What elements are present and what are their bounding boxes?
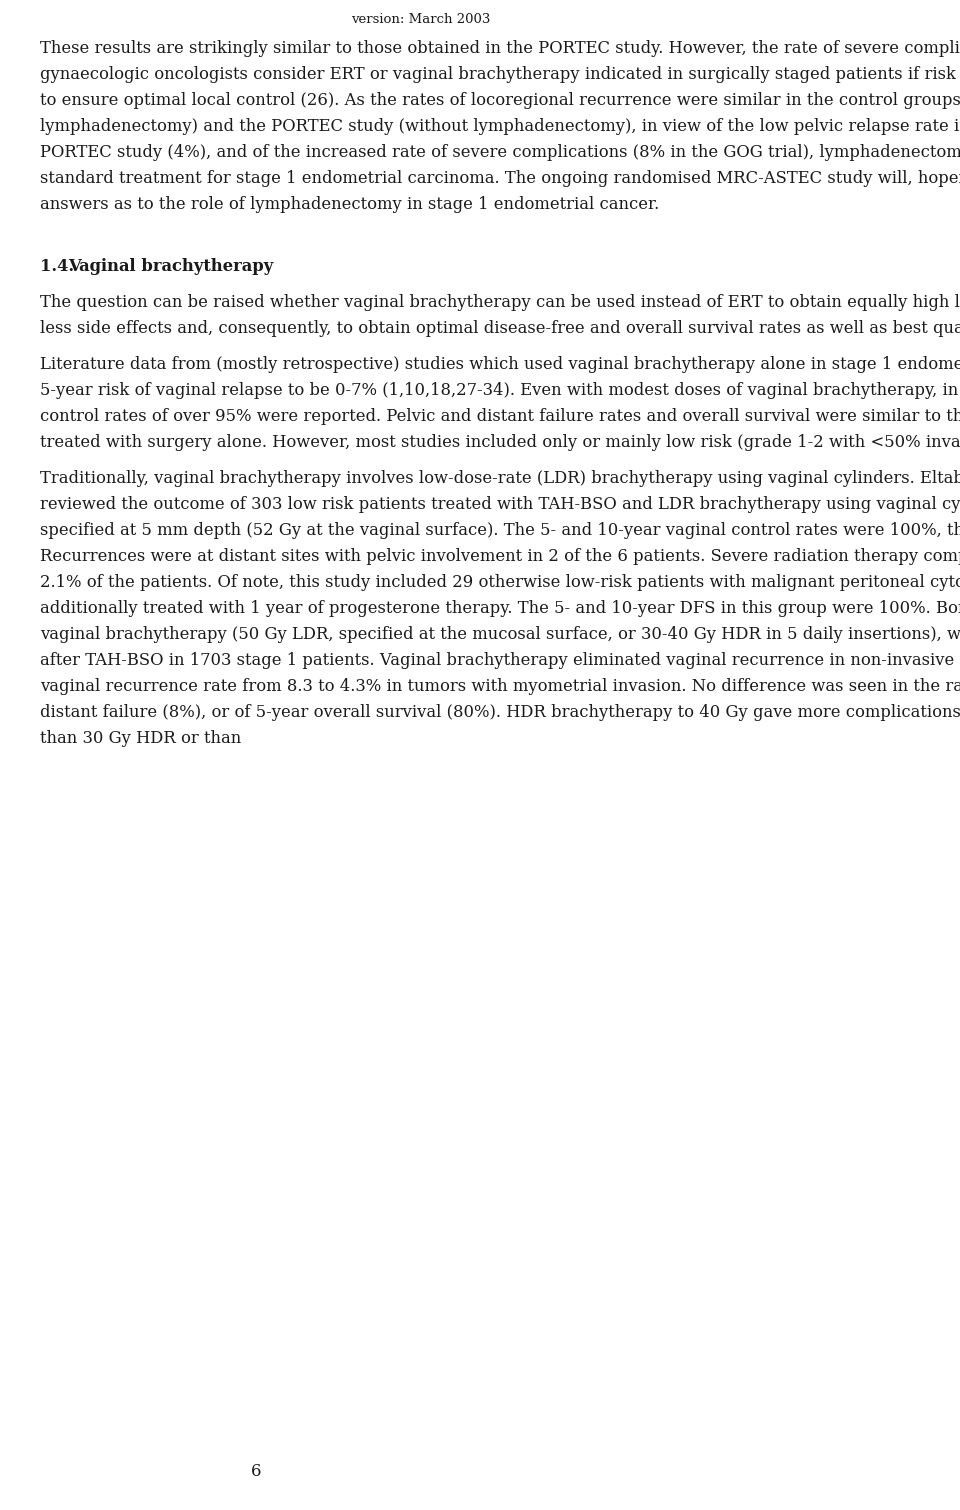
Text: vaginal recurrence rate from 8.3 to 4.3% in tumors with myometrial invasion. No : vaginal recurrence rate from 8.3 to 4.3%…	[40, 678, 960, 695]
Text: version: March 2003: version: March 2003	[351, 14, 491, 26]
Text: standard treatment for stage 1 endometrial carcinoma. The ongoing randomised MRC: standard treatment for stage 1 endometri…	[40, 171, 960, 187]
Text: after TAH-BSO in 1703 stage 1 patients. Vaginal brachytherapy eliminated vaginal: after TAH-BSO in 1703 stage 1 patients. …	[40, 652, 960, 669]
Text: These results are strikingly similar to those obtained in the PORTEC study. Howe: These results are strikingly similar to …	[40, 39, 960, 57]
Text: Literature data from (mostly retrospective) studies which used vaginal brachythe: Literature data from (mostly retrospecti…	[40, 356, 960, 373]
Text: specified at 5 mm depth (52 Gy at the vaginal surface). The 5- and 10-year vagin: specified at 5 mm depth (52 Gy at the va…	[40, 522, 960, 539]
Text: 6: 6	[251, 1463, 261, 1480]
Text: control rates of over 95% were reported. Pelvic and distant failure rates and ov: control rates of over 95% were reported.…	[40, 408, 960, 424]
Text: than 30 Gy HDR or than: than 30 Gy HDR or than	[40, 729, 241, 747]
Text: 2.1% of the patients. Of note, this study included 29 otherwise low-risk patient: 2.1% of the patients. Of note, this stud…	[40, 574, 960, 590]
Text: reviewed the outcome of 303 low risk patients treated with TAH-BSO and LDR brach: reviewed the outcome of 303 low risk pat…	[40, 495, 960, 513]
Text: distant failure (8%), or of 5-year overall survival (80%). HDR brachytherapy to : distant failure (8%), or of 5-year overa…	[40, 704, 960, 720]
Text: lymphadenectomy) and the PORTEC study (without lymphadenectomy), in view of the : lymphadenectomy) and the PORTEC study (w…	[40, 118, 960, 134]
Text: 1.4.: 1.4.	[40, 258, 74, 275]
Text: Recurrences were at distant sites with pelvic involvement in 2 of the 6 patients: Recurrences were at distant sites with p…	[40, 548, 960, 565]
Text: treated with surgery alone. However, most studies included only or mainly low ri: treated with surgery alone. However, mos…	[40, 433, 960, 451]
Text: additionally treated with 1 year of progesterone therapy. The 5- and 10-year DFS: additionally treated with 1 year of prog…	[40, 599, 960, 616]
Text: Vaginal brachytherapy: Vaginal brachytherapy	[68, 258, 273, 275]
Text: less side effects and, consequently, to obtain optimal disease-free and overall : less side effects and, consequently, to …	[40, 320, 960, 337]
Text: gynaecologic oncologists consider ERT or vaginal brachytherapy indicated in surg: gynaecologic oncologists consider ERT or…	[40, 66, 960, 83]
Text: vaginal brachytherapy (50 Gy LDR, specified at the mucosal surface, or 30-40 Gy : vaginal brachytherapy (50 Gy LDR, specif…	[40, 625, 960, 643]
Text: PORTEC study (4%), and of the increased rate of severe complications (8% in the : PORTEC study (4%), and of the increased …	[40, 143, 960, 162]
Text: 5-year risk of vaginal relapse to be 0-7% (1,10,18,27-34). Even with modest dose: 5-year risk of vaginal relapse to be 0-7…	[40, 382, 960, 399]
Text: answers as to the role of lymphadenectomy in stage 1 endometrial cancer.: answers as to the role of lymphadenectom…	[40, 196, 660, 213]
Text: Traditionally, vaginal brachytherapy involves low-dose-rate (LDR) brachytherapy : Traditionally, vaginal brachytherapy inv…	[40, 470, 960, 486]
Text: The question can be raised whether vaginal brachytherapy can be used instead of : The question can be raised whether vagin…	[40, 294, 960, 311]
Text: to ensure optimal local control (26). As the rates of locoregional recurrence we: to ensure optimal local control (26). As…	[40, 92, 960, 109]
